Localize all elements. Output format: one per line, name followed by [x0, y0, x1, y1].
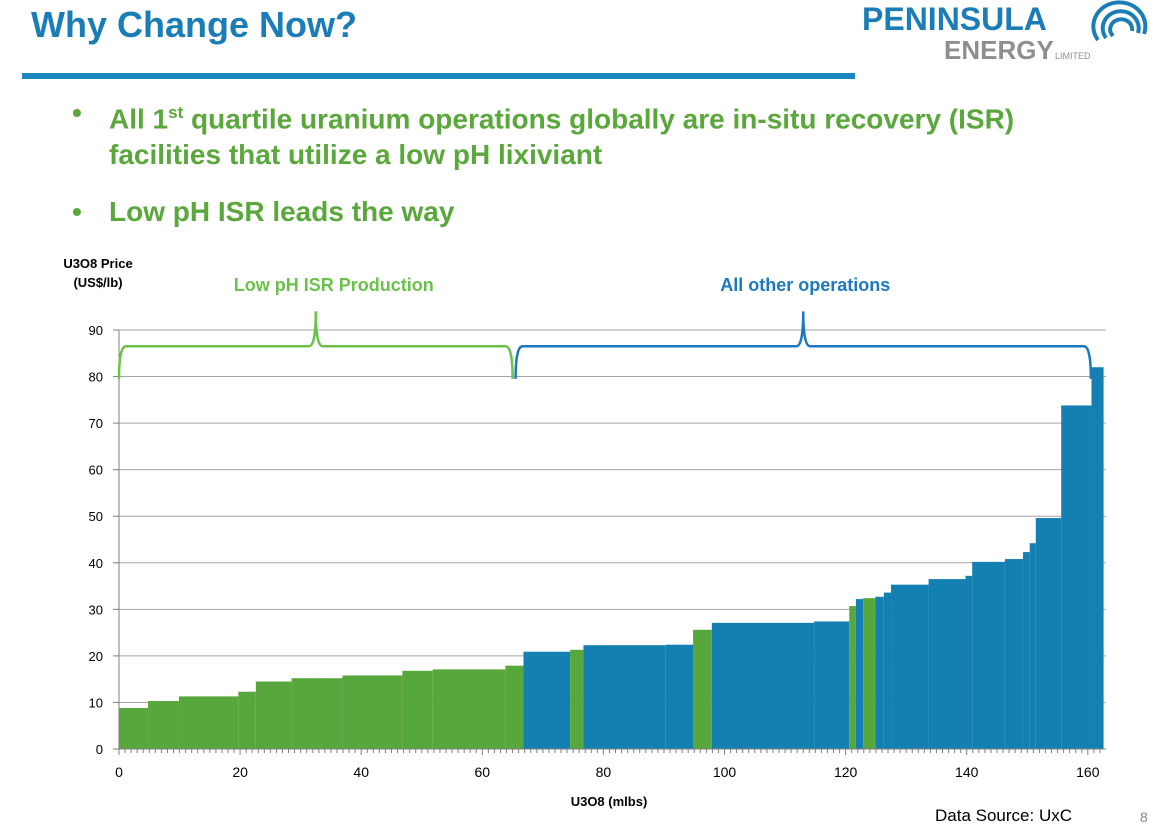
y-tick-label: 30 — [89, 602, 103, 617]
bracket-low-ph-isr — [117, 311, 514, 379]
bullet-text: Low pH ISR leads the way — [109, 196, 455, 228]
bar-low-ph-isr — [402, 670, 433, 749]
x-tick-label: 0 — [115, 764, 123, 780]
bullet-list: • All 1st quartile uranium operations gl… — [72, 95, 1132, 230]
bar-low-ph-isr — [570, 649, 584, 749]
bar-other-operation — [583, 645, 666, 749]
bullet-dot: • — [72, 196, 82, 228]
bar-low-ph-isr — [342, 675, 403, 749]
bar-other-operation — [855, 599, 864, 749]
bar-other-operation — [814, 621, 850, 749]
bar-other-operation — [875, 596, 884, 749]
y-tick-label: 0 — [96, 742, 103, 757]
bar-low-ph-isr — [693, 629, 712, 749]
y-tick-label: 80 — [89, 370, 103, 385]
bar-other-operation — [523, 651, 571, 749]
bar-other-operation — [1091, 367, 1104, 749]
y-axis-title-line1: U3O8 Price — [63, 256, 132, 271]
x-tick-label: 120 — [834, 764, 858, 780]
y-tick-label: 70 — [89, 416, 103, 431]
bar-low-ph-isr — [178, 696, 239, 749]
page-number: 8 — [1140, 809, 1148, 825]
x-tick-label: 160 — [1076, 764, 1100, 780]
y-tick-label: 10 — [89, 695, 103, 710]
bar-low-ph-isr — [255, 681, 292, 749]
y-tick-label: 60 — [89, 463, 103, 478]
y-tick-label: 90 — [89, 323, 103, 338]
y-axis-title-line2: (US$/lb) — [73, 275, 122, 290]
y-tick-label: 40 — [89, 556, 103, 571]
bullet-superscript: st — [168, 103, 184, 122]
bracket-label-other-operations: All other operations — [720, 275, 890, 295]
bar-series — [119, 367, 1104, 749]
bullet-text-start: All 1 — [109, 103, 169, 135]
data-source-note: Data Source: UxC — [935, 806, 1072, 825]
bar-other-operation — [965, 575, 973, 749]
bar-low-ph-isr — [863, 598, 876, 749]
slide-title: Why Change Now? — [31, 4, 357, 45]
bar-other-operation — [1023, 552, 1030, 749]
bullet-item: • All 1st quartile uranium operations gl… — [72, 95, 1132, 173]
bar-low-ph-isr — [148, 701, 179, 749]
bar-other-operation — [1029, 543, 1036, 749]
x-tick-label: 60 — [475, 764, 491, 780]
x-tick-label: 40 — [353, 764, 369, 780]
bar-other-operation — [1004, 559, 1024, 749]
logo-word-limited: LIMITED — [1055, 51, 1091, 61]
swirl-rings-icon — [1091, 0, 1148, 42]
bar-low-ph-isr — [505, 665, 524, 749]
group-brackets: Low pH ISR Production All other operation… — [117, 275, 1093, 379]
bar-other-operation — [665, 644, 694, 749]
bullet-item: • Low pH ISR leads the way — [72, 194, 1132, 230]
bracket-label-low-ph-isr: Low pH ISR Production — [234, 275, 434, 295]
bracket-other-operations — [514, 311, 1093, 379]
bar-low-ph-isr — [119, 708, 149, 749]
bar-other-operation — [711, 622, 815, 749]
bullet-text-end: quartile uranium operations globally are… — [109, 103, 1015, 171]
x-tick-label: 20 — [232, 764, 248, 780]
x-tick-label: 140 — [955, 764, 979, 780]
x-axis-title: U3O8 (mlbs) — [571, 794, 648, 809]
y-tick-label: 50 — [89, 509, 103, 524]
bar-other-operation — [972, 561, 1005, 749]
bar-low-ph-isr — [291, 678, 343, 749]
bar-low-ph-isr — [238, 691, 256, 749]
bullet-dot: • — [72, 97, 82, 128]
bar-low-ph-isr — [432, 669, 506, 749]
bar-low-ph-isr — [849, 606, 856, 749]
gridlines — [119, 329, 1106, 703]
bar-other-operation — [928, 579, 966, 749]
bar-other-operation — [1061, 405, 1092, 749]
y-tick-label: 20 — [89, 649, 103, 664]
bar-other-operation — [1035, 518, 1062, 749]
logo-word-energy: ENERGY — [944, 35, 1054, 65]
bar-other-operation — [891, 584, 929, 749]
logo-word-peninsula: PENINSULA — [862, 1, 1047, 37]
cost-curve-chart: U3O8 Price (US$/lb) U3O8 (mlbs) 0 10 20 30 4… — [63, 256, 1106, 809]
title-underline — [22, 73, 855, 79]
x-tick-label: 80 — [596, 764, 612, 780]
axes: 0 10 20 30 40 50 60 70 80 90 0 20 40 60 80 100 120 140 160 — [89, 323, 1106, 780]
peninsula-energy-logo: PENINSULA ENERGY LIMITED — [862, 0, 1148, 65]
bar-other-operation — [883, 592, 892, 749]
x-tick-label: 100 — [713, 764, 737, 780]
